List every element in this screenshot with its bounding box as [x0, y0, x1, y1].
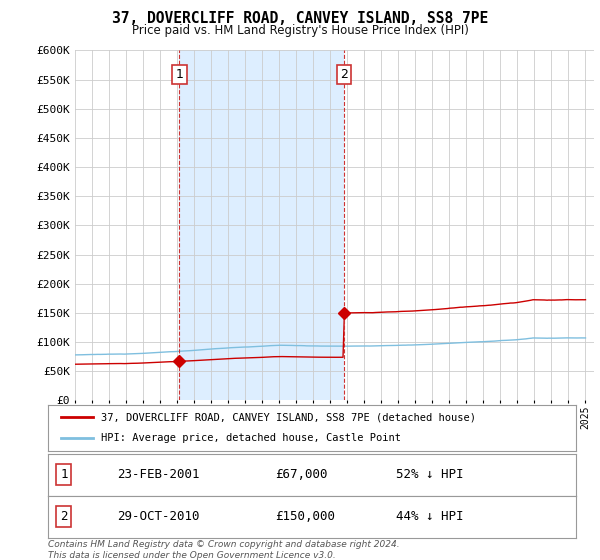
Text: 44% ↓ HPI: 44% ↓ HPI	[397, 510, 464, 523]
Text: £67,000: £67,000	[275, 468, 328, 481]
Text: £150,000: £150,000	[275, 510, 335, 523]
Text: Price paid vs. HM Land Registry's House Price Index (HPI): Price paid vs. HM Land Registry's House …	[131, 24, 469, 36]
Text: 23-FEB-2001: 23-FEB-2001	[116, 468, 199, 481]
Bar	[179, 50, 344, 400]
Text: 2: 2	[60, 510, 68, 523]
Text: 29-OCT-2010: 29-OCT-2010	[116, 510, 199, 523]
Text: 1: 1	[60, 468, 68, 481]
Text: HPI: Average price, detached house, Castle Point: HPI: Average price, detached house, Cast…	[101, 433, 401, 444]
Text: 2: 2	[340, 68, 349, 81]
Text: 37, DOVERCLIFF ROAD, CANVEY ISLAND, SS8 7PE (detached house): 37, DOVERCLIFF ROAD, CANVEY ISLAND, SS8 …	[101, 412, 476, 422]
Text: 1: 1	[176, 68, 184, 81]
Text: Contains HM Land Registry data © Crown copyright and database right 2024.
This d: Contains HM Land Registry data © Crown c…	[48, 540, 400, 560]
Text: 52% ↓ HPI: 52% ↓ HPI	[397, 468, 464, 481]
Text: 37, DOVERCLIFF ROAD, CANVEY ISLAND, SS8 7PE: 37, DOVERCLIFF ROAD, CANVEY ISLAND, SS8 …	[112, 11, 488, 26]
